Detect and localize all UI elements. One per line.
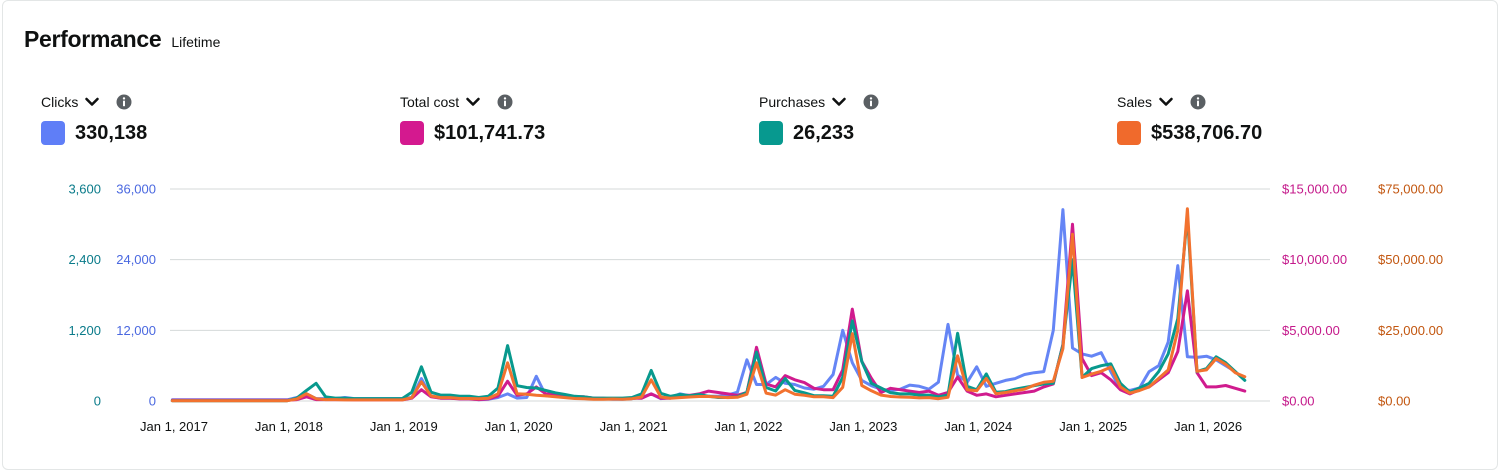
total-cost-value: $101,741.73 <box>434 121 546 144</box>
x-axis-tick-label: Jan 1, 2024 <box>944 419 1012 434</box>
y-axis-tick-label: 0 <box>94 394 101 409</box>
y-axis-tick-label: 36,000 <box>116 182 156 197</box>
x-axis-tick-label: Jan 1, 2020 <box>485 419 553 434</box>
chevron-down-icon[interactable] <box>465 94 481 110</box>
info-icon[interactable] <box>116 94 132 110</box>
chevron-down-icon[interactable] <box>1158 94 1174 110</box>
performance-line-chart[interactable]: 0 1,200 2,400 3,600 0 12,000 24,000 36,000 $0.00… <box>0 170 1500 460</box>
x-axis-tick-label: Jan 1, 2021 <box>600 419 668 434</box>
y-axis-tick-label: 3,600 <box>68 182 101 197</box>
sales-color-swatch[interactable] <box>1117 121 1141 145</box>
y-axis-tick-label: $0.00 <box>1282 394 1315 409</box>
y-axis-tick-label: $10,000.00 <box>1282 252 1347 267</box>
metric-clicks: Clicks 330,138 <box>41 92 147 145</box>
info-icon[interactable] <box>863 94 879 110</box>
y-axis-tick-label: 1,200 <box>68 323 101 338</box>
y-axis-tick-label: $5,000.00 <box>1282 323 1340 338</box>
y-axis-tick-label: $15,000.00 <box>1282 182 1347 197</box>
x-axis-tick-label: Jan 1, 2023 <box>829 419 897 434</box>
x-axis-tick-label: Jan 1, 2022 <box>715 419 783 434</box>
metric-selector-total-cost[interactable]: Total cost <box>400 94 460 110</box>
sales-value: $538,706.70 <box>1151 121 1263 144</box>
total-cost-color-swatch[interactable] <box>400 121 424 145</box>
header: Performance Lifetime <box>24 26 220 53</box>
y-axis-tick-label: 12,000 <box>116 323 156 338</box>
series-line-purchases <box>170 214 1247 403</box>
date-range-label: Lifetime <box>171 34 221 50</box>
y-axis-tick-label: 24,000 <box>116 252 156 267</box>
y-axis-tick-label: 0 <box>149 394 156 409</box>
x-axis-tick-label: Jan 1, 2026 <box>1174 419 1242 434</box>
purchases-value: 26,233 <box>793 121 855 144</box>
y-axis-tick-label: $0.00 <box>1378 394 1411 409</box>
info-icon[interactable] <box>1190 94 1206 110</box>
metric-sales: Sales $538,706.70 <box>1117 92 1262 145</box>
y-axis-tick-label: $50,000.00 <box>1378 252 1443 267</box>
info-icon[interactable] <box>497 94 513 110</box>
y-axis-tick-label: $75,000.00 <box>1378 182 1443 197</box>
x-axis-tick-label: Jan 1, 2025 <box>1059 419 1127 434</box>
y-axis-tick-label: $25,000.00 <box>1378 323 1443 338</box>
series-line-sales <box>170 207 1247 403</box>
metric-selector-purchases[interactable]: Purchases <box>759 94 826 110</box>
chevron-down-icon[interactable] <box>831 94 847 110</box>
page-title: Performance <box>24 26 162 52</box>
metric-selector-clicks[interactable]: Clicks <box>41 94 79 110</box>
metric-selector-sales[interactable]: Sales <box>1117 94 1153 110</box>
x-axis-tick-label: Jan 1, 2018 <box>255 419 323 434</box>
x-axis-tick-label: Jan 1, 2019 <box>370 419 438 434</box>
clicks-value: 330,138 <box>75 121 148 144</box>
metric-total-cost: Total cost $101,741.73 <box>400 92 545 145</box>
chevron-down-icon[interactable] <box>84 94 100 110</box>
purchases-color-swatch[interactable] <box>759 121 783 145</box>
y-axis-tick-label: 2,400 <box>68 252 101 267</box>
x-axis-tick-label: Jan 1, 2017 <box>140 419 208 434</box>
metric-purchases: Purchases 26,233 <box>759 92 879 145</box>
clicks-color-swatch[interactable] <box>41 121 65 145</box>
